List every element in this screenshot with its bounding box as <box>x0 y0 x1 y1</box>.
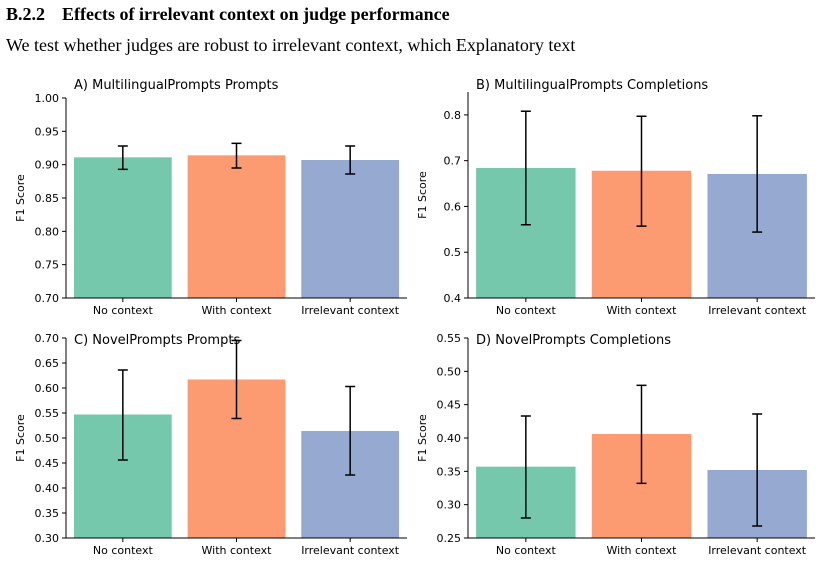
y-tick-label: 0.75 <box>35 259 60 272</box>
error-bar <box>636 115 647 227</box>
section-number: B.2.2 <box>6 4 46 24</box>
chart-panel-4: 0.25 0.30 0.35 0.40 0.45 0.50 0.55 No context Wi… <box>416 332 815 557</box>
y-tick-label: 0.40 <box>437 432 462 445</box>
x-tick-label: With context <box>202 544 273 557</box>
error-bar <box>636 384 647 485</box>
error-bar <box>231 339 242 420</box>
y-tick-label: 0.30 <box>35 532 60 545</box>
x-tick-label: No context <box>93 304 154 317</box>
error-bar <box>752 115 763 233</box>
y-tick-label: 0.40 <box>35 482 60 495</box>
y-tick-label: 0.4 <box>444 292 462 305</box>
error-bar <box>117 369 128 461</box>
y-tick-label: 1.00 <box>35 92 60 105</box>
y-tick-label: 0.55 <box>35 407 60 420</box>
x-tick-label: No context <box>496 544 557 557</box>
section-title: Effects of irrelevant context on judge p… <box>62 4 450 24</box>
y-axis-label: F1 Score <box>14 414 27 462</box>
error-bar <box>117 145 128 171</box>
y-tick-label: 0.50 <box>35 432 60 445</box>
y-tick-label: 0.8 <box>444 109 462 122</box>
error-bar <box>345 145 356 175</box>
y-tick-label: 0.5 <box>444 246 462 259</box>
y-tick-label: 0.90 <box>35 159 60 172</box>
y-tick-label: 0.60 <box>35 382 60 395</box>
y-tick-label: 0.45 <box>35 457 60 470</box>
y-tick-label: 0.70 <box>35 332 60 345</box>
chart-panel-1: 0.70 0.75 0.80 0.85 0.90 0.95 1.00 No context Wi… <box>14 78 407 317</box>
chart-panel-3: 0.30 0.35 0.40 0.45 0.50 0.55 0.60 0.65 0.70 No c… <box>14 332 407 557</box>
error-bar <box>752 413 763 527</box>
x-tick-label: Irrelevant context <box>708 544 807 557</box>
y-tick-label: 0.55 <box>437 332 462 345</box>
y-tick-label: 0.85 <box>35 192 60 205</box>
intro-paragraph: We test whether judges are robust to irr… <box>6 35 576 55</box>
y-tick-label: 0.80 <box>35 225 60 238</box>
chart-title: B) MultilingualPrompts Completions <box>476 78 708 93</box>
error-bar <box>520 415 531 519</box>
y-tick-label: 0.30 <box>437 499 462 512</box>
y-tick-label: 0.70 <box>35 292 60 305</box>
chart-title: A) MultilingualPrompts Prompts <box>74 78 279 93</box>
x-tick-label: No context <box>93 544 154 557</box>
y-tick-label: 0.95 <box>35 125 60 138</box>
x-tick-label: Irrelevant context <box>301 304 400 317</box>
error-bar <box>520 110 531 226</box>
y-axis-label: F1 Score <box>416 171 429 219</box>
section-heading: B.2.2 Effects of irrelevant context on ju… <box>6 4 450 25</box>
y-tick-label: 0.45 <box>437 399 462 412</box>
chart-title: C) NovelPrompts Prompts <box>74 333 240 348</box>
y-tick-label: 0.35 <box>35 507 60 520</box>
y-tick-label: 0.7 <box>444 155 462 168</box>
x-tick-label: Irrelevant context <box>708 304 807 317</box>
y-tick-label: 0.6 <box>444 200 462 213</box>
x-tick-label: With context <box>607 304 678 317</box>
x-tick-label: Irrelevant context <box>301 544 400 557</box>
chart-panel-2: 0.4 0.5 0.6 0.7 0.8 No context With context Irr… <box>416 78 815 317</box>
error-bar <box>345 385 356 476</box>
chart-title: D) NovelPrompts Completions <box>476 333 671 348</box>
y-tick-label: 0.50 <box>437 365 462 378</box>
y-axis-label: F1 Score <box>14 174 27 222</box>
bar-irrelevant-context <box>301 160 400 298</box>
y-tick-label: 0.65 <box>35 357 60 370</box>
x-tick-label: With context <box>202 304 273 317</box>
y-tick-label: 0.35 <box>437 465 462 478</box>
y-axis-label: F1 Score <box>416 414 429 462</box>
error-bar <box>231 142 242 169</box>
bar-no-context <box>73 157 172 298</box>
y-tick-label: 0.25 <box>437 532 462 545</box>
x-tick-label: No context <box>496 304 557 317</box>
x-tick-label: With context <box>607 544 678 557</box>
bar-with-context <box>187 155 286 298</box>
